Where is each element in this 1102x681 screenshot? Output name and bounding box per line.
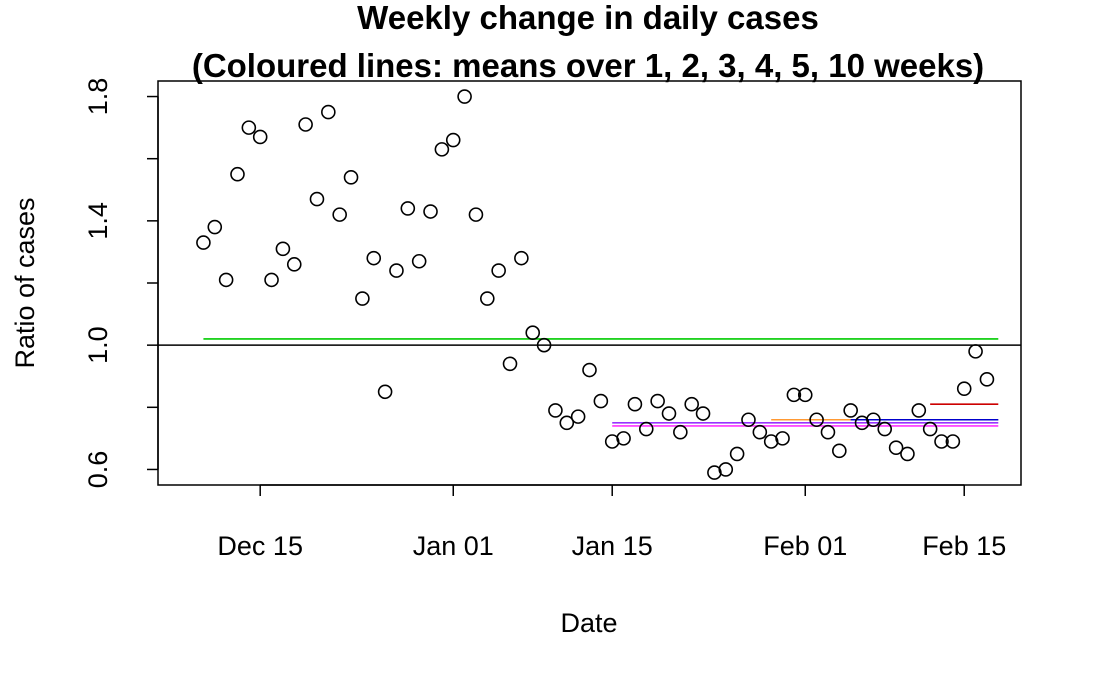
data-point <box>570 409 586 424</box>
data-point <box>866 412 881 428</box>
data-point <box>820 424 836 440</box>
data-point <box>457 89 472 104</box>
data-point <box>241 120 257 135</box>
data-point <box>956 381 972 396</box>
data-point <box>423 204 438 219</box>
data-point <box>264 272 279 288</box>
data-point <box>593 393 609 409</box>
data-point <box>775 431 790 446</box>
data-point <box>786 387 802 403</box>
data-point <box>695 406 711 421</box>
data-point <box>616 431 631 446</box>
data-point <box>252 129 268 145</box>
data-point <box>843 403 858 418</box>
data-point <box>684 396 699 412</box>
data-point <box>400 201 416 216</box>
data-point <box>218 272 234 288</box>
mean-lines <box>203 338 999 427</box>
data-point <box>321 104 336 120</box>
x-tick-label: Feb 15 <box>922 531 1006 561</box>
data-point <box>718 462 734 477</box>
data-point <box>968 344 983 359</box>
x-axis-label: Date <box>560 608 617 638</box>
data-point <box>355 291 370 306</box>
data-point <box>877 421 893 437</box>
data-point <box>741 412 756 428</box>
data-point <box>888 440 904 456</box>
plot-frame <box>157 80 1022 486</box>
data-point <box>514 250 529 266</box>
data-point <box>559 415 575 431</box>
data-point <box>729 446 745 462</box>
data-point <box>275 241 291 257</box>
data-point <box>207 219 223 235</box>
x-tick-label: Feb 01 <box>763 531 847 561</box>
data-point <box>548 403 563 418</box>
y-axis: 0.6 1.0 1.4 1.8 <box>83 78 159 489</box>
x-tick-label: Jan 15 <box>572 531 653 561</box>
data-point <box>332 207 347 222</box>
data-point <box>661 406 677 421</box>
data-point <box>673 424 688 440</box>
data-point <box>922 421 938 437</box>
data-point <box>377 384 393 400</box>
data-point <box>230 166 245 182</box>
data-point <box>366 250 382 266</box>
y-tick-label: 1.0 <box>83 326 113 364</box>
data-point <box>286 257 302 272</box>
data-point <box>389 263 404 278</box>
data-point <box>797 387 813 403</box>
data-point <box>480 291 495 306</box>
x-tick-label: Jan 01 <box>413 531 494 561</box>
y-tick-label: 1.8 <box>83 78 113 116</box>
data-point <box>309 191 325 207</box>
y-tick-label: 0.6 <box>83 451 113 489</box>
data-point <box>343 170 359 185</box>
chart-subtitle: (Coloured lines: means over 1, 2, 3, 4, … <box>192 47 984 84</box>
y-tick-label: 1.4 <box>83 202 113 240</box>
data-point <box>468 207 484 222</box>
data-point <box>491 263 506 278</box>
data-point <box>434 142 450 157</box>
data-points <box>196 89 995 480</box>
data-point <box>934 434 949 449</box>
data-point <box>536 337 552 353</box>
chart-title: Weekly change in daily cases <box>357 0 819 36</box>
data-point <box>832 443 847 459</box>
y-axis-label: Ratio of cases <box>10 197 40 368</box>
data-point <box>911 403 927 418</box>
x-tick-label: Dec 15 <box>217 531 303 561</box>
data-point <box>525 325 541 341</box>
data-point <box>196 235 211 250</box>
data-point <box>752 424 768 440</box>
data-point <box>298 117 313 132</box>
data-point <box>650 393 665 409</box>
data-point <box>502 356 518 372</box>
data-point <box>582 362 597 378</box>
data-point <box>638 421 654 437</box>
data-point <box>627 396 643 412</box>
data-point <box>809 412 824 428</box>
data-point <box>411 253 427 269</box>
data-point <box>900 446 915 462</box>
data-point <box>445 132 461 148</box>
data-point <box>979 372 995 387</box>
x-axis: Dec 15 Jan 01 Jan 15 Feb 01 Feb 15 <box>217 484 1006 561</box>
data-point <box>945 434 961 449</box>
